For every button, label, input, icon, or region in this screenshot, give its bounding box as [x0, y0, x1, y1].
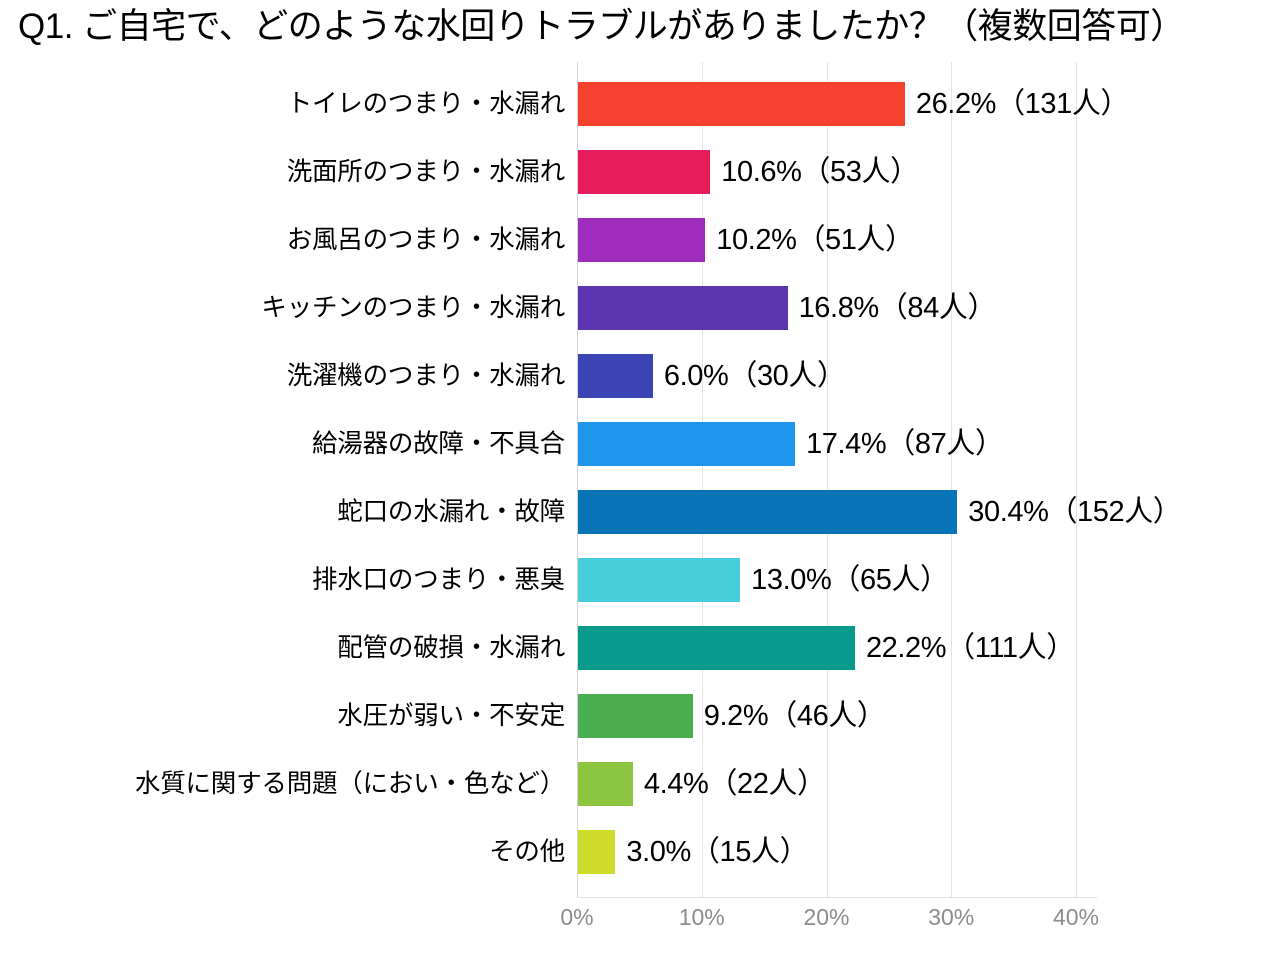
- bar-and-value: 9.2%（46人）: [578, 694, 886, 738]
- bar-and-value: 26.2%（131人）: [578, 82, 1129, 126]
- bar: [578, 354, 653, 398]
- chart-title: Q1. ご自宅で、どのような水回りトラブルがありましたか？（複数回答可）: [18, 7, 1185, 46]
- bar-and-value: 10.2%（51人）: [578, 218, 914, 262]
- category-label: 水圧が弱い・不安定: [337, 702, 565, 730]
- bar-row: 蛇口の水漏れ・故障 30.4%（152人）: [0, 478, 1280, 546]
- plot-area: [577, 62, 1077, 898]
- category-label: 洗濯機のつまり・水漏れ: [286, 362, 566, 390]
- bar-and-value: 16.8%（84人）: [578, 286, 996, 330]
- bar-row: 配管の破損・水漏れ 22.2%（111人）: [0, 614, 1280, 682]
- category-label: 排水口のつまり・悪臭: [311, 566, 565, 594]
- bar-and-value: 30.4%（152人）: [578, 490, 1182, 534]
- bar-and-value: 6.0%（30人）: [578, 354, 846, 398]
- category-label: 配管の破損・水漏れ: [337, 634, 565, 662]
- gridline-0pct: [577, 62, 578, 898]
- bar-value-label: 17.4%（87人）: [806, 428, 1004, 460]
- bar-and-value: 4.4%（22人）: [578, 762, 826, 806]
- category-label: お風呂のつまり・水漏れ: [286, 226, 566, 254]
- category-label: 洗面所のつまり・水漏れ: [286, 158, 566, 186]
- bar-value-label: 9.2%（46人）: [703, 700, 886, 732]
- category-label: その他: [489, 838, 565, 866]
- bar-and-value: 3.0%（15人）: [578, 830, 809, 874]
- x-tick-label: 10%: [678, 904, 725, 930]
- bar-and-value: 10.6%（53人）: [578, 150, 919, 194]
- category-label: 水質に関する問題（におい・色など）: [134, 770, 565, 798]
- bar-row: その他 3.0%（15人）: [0, 818, 1280, 886]
- bar-row: 水圧が弱い・不安定 9.2%（46人）: [0, 682, 1280, 750]
- bar-value-label: 6.0%（30人）: [663, 360, 846, 392]
- bar-row: 給湯器の故障・不具合 17.4%（87人）: [0, 410, 1280, 478]
- bar-row: 洗面所のつまり・水漏れ 10.6%（53人）: [0, 138, 1280, 206]
- bar-value-label: 16.8%（84人）: [798, 292, 997, 324]
- bar-value-label: 13.0%（65人）: [751, 564, 949, 596]
- bar-row: トイレのつまり・水漏れ 26.2%（131人）: [0, 70, 1280, 138]
- bar: [578, 694, 693, 738]
- bar-and-value: 13.0%（65人）: [578, 558, 949, 602]
- bar-value-label: 10.6%（53人）: [721, 156, 919, 188]
- bar: [578, 286, 788, 330]
- x-tick-label: 30%: [928, 904, 975, 930]
- bar-and-value: 22.2%（111人）: [578, 626, 1075, 670]
- x-axis-tick-labels: 0% 10% 20% 30% 40%: [0, 900, 1280, 940]
- bar: [578, 218, 706, 262]
- bar: [578, 762, 633, 806]
- bar: [578, 830, 616, 874]
- bar: [578, 82, 905, 126]
- category-label: トイレのつまり・水漏れ: [286, 90, 566, 118]
- gridline-10pct: [701, 62, 703, 898]
- bar: [578, 626, 855, 670]
- gridline-20pct: [826, 62, 828, 898]
- x-tick-label: 40%: [1052, 904, 1100, 930]
- bar-and-value: 17.4%（87人）: [578, 422, 1004, 466]
- x-tick-label: 0%: [560, 904, 594, 930]
- category-label: 蛇口の水漏れ・故障: [337, 498, 565, 526]
- bar-value-label: 3.0%（15人）: [626, 836, 809, 868]
- bar: [578, 558, 741, 602]
- bar-row: 排水口のつまり・悪臭 13.0%（65人）: [0, 546, 1280, 614]
- bar: [578, 150, 711, 194]
- x-tick-label: 20%: [803, 904, 850, 930]
- x-axis-baseline: [577, 897, 1097, 898]
- bar-value-label: 4.4%（22人）: [643, 768, 826, 800]
- bar-row: 洗濯機のつまり・水漏れ 6.0%（30人）: [0, 342, 1280, 410]
- bar-value-label: 10.2%（51人）: [716, 224, 914, 256]
- gridline-30pct: [951, 62, 953, 898]
- bar: [578, 490, 958, 534]
- gridline-40pct: [1076, 62, 1077, 898]
- bar-value-label: 26.2%（131人）: [915, 88, 1130, 120]
- bar-row: 水質に関する問題（におい・色など） 4.4%（22人）: [0, 750, 1280, 818]
- category-label: 給湯器の故障・不具合: [311, 430, 565, 458]
- bar-value-label: 30.4%（152人）: [968, 496, 1182, 528]
- bar-row: お風呂のつまり・水漏れ 10.2%（51人）: [0, 206, 1280, 274]
- bar-value-label: 22.2%（111人）: [865, 632, 1075, 664]
- bar-row: キッチンのつまり・水漏れ 16.8%（84人）: [0, 274, 1280, 342]
- bar: [578, 422, 796, 466]
- category-label: キッチンのつまり・水漏れ: [261, 294, 565, 322]
